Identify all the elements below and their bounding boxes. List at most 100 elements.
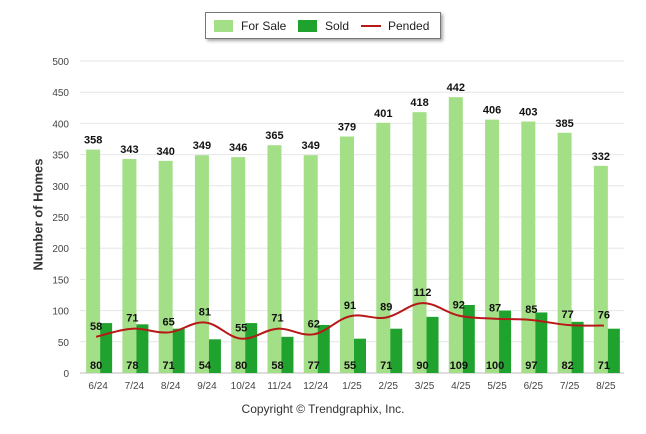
data-label-pended: 77 bbox=[561, 309, 573, 321]
legend-item-pended: Pended bbox=[361, 18, 437, 34]
copyright-footer: Copyright © Trendgraphix, Inc. bbox=[241, 402, 405, 416]
data-label-pended: 89 bbox=[380, 301, 392, 313]
data-label-sold: 100 bbox=[486, 360, 504, 372]
data-label-for-sale: 403 bbox=[519, 107, 537, 119]
bar-sold bbox=[208, 339, 221, 373]
bar-for-sale bbox=[194, 155, 209, 373]
data-label-for-sale: 385 bbox=[555, 118, 573, 130]
data-label-for-sale: 365 bbox=[265, 130, 283, 142]
y-tick-label: 400 bbox=[52, 119, 69, 130]
data-label-sold: 78 bbox=[126, 360, 138, 372]
x-tick-label: 12/24 bbox=[303, 381, 328, 392]
bar-for-sale bbox=[557, 132, 572, 373]
y-tick-label: 100 bbox=[52, 307, 69, 318]
data-label-pended: 71 bbox=[271, 313, 283, 325]
bar-sold bbox=[354, 338, 366, 373]
data-label-pended: 87 bbox=[489, 303, 501, 315]
x-tick-label: 1/25 bbox=[342, 381, 362, 392]
y-tick-label: 500 bbox=[52, 57, 69, 68]
data-label-sold: 71 bbox=[380, 360, 392, 372]
bar-sold bbox=[499, 310, 512, 373]
data-label-for-sale: 401 bbox=[374, 108, 392, 120]
legend-label-pended: Pended bbox=[388, 19, 430, 33]
x-tick-label: 10/24 bbox=[231, 381, 256, 392]
data-label-sold: 58 bbox=[271, 360, 283, 372]
data-label-for-sale: 332 bbox=[592, 151, 610, 163]
data-label-pended: 76 bbox=[598, 310, 610, 322]
bar-sold bbox=[390, 328, 403, 373]
data-label-for-sale: 442 bbox=[447, 82, 465, 94]
bar-for-sale bbox=[412, 112, 427, 373]
bar-sold bbox=[462, 304, 475, 373]
x-tick-label: 2/25 bbox=[379, 381, 399, 392]
y-axis-title-text: Number of Homes bbox=[30, 158, 46, 271]
bar-for-sale bbox=[340, 136, 354, 373]
data-label-for-sale: 343 bbox=[120, 144, 138, 156]
bar-sold bbox=[426, 316, 439, 373]
bar-for-sale bbox=[267, 145, 282, 373]
bar-for-sale bbox=[376, 122, 391, 373]
data-label-sold: 71 bbox=[598, 360, 610, 372]
bar-sold bbox=[571, 321, 584, 373]
y-tick-label: 300 bbox=[52, 182, 69, 193]
x-tick-label: 7/24 bbox=[125, 381, 145, 392]
bar-sold bbox=[136, 324, 149, 373]
y-tick-label: 350 bbox=[52, 151, 69, 162]
bar-sold bbox=[607, 328, 620, 373]
data-label-for-sale: 340 bbox=[156, 146, 174, 158]
bar-for-sale bbox=[122, 158, 137, 373]
data-label-for-sale: 346 bbox=[229, 142, 247, 154]
x-tick-label: 5/25 bbox=[487, 381, 507, 392]
data-label-sold: 109 bbox=[450, 360, 468, 372]
data-label-sold: 77 bbox=[308, 360, 320, 372]
bar-for-sale bbox=[158, 160, 173, 373]
x-tick-label: 6/24 bbox=[88, 381, 108, 392]
data-label-pended: 71 bbox=[126, 313, 138, 325]
bar-sold bbox=[535, 312, 548, 373]
bar-for-sale bbox=[485, 119, 500, 373]
x-tick-label: 8/25 bbox=[596, 381, 616, 392]
data-label-sold: 82 bbox=[561, 360, 573, 372]
data-label-sold: 97 bbox=[525, 360, 537, 372]
data-label-pended: 55 bbox=[235, 323, 247, 335]
bar-sold bbox=[281, 336, 294, 373]
x-tick-label: 6/25 bbox=[524, 381, 544, 392]
data-label-for-sale: 349 bbox=[302, 140, 320, 152]
y-tick-label: 150 bbox=[52, 275, 69, 286]
bar-for-sale bbox=[86, 149, 101, 373]
legend-swatch-sold bbox=[298, 20, 317, 32]
y-tick-label: 250 bbox=[52, 213, 69, 224]
bar-for-sale bbox=[593, 165, 608, 373]
data-label-pended: 92 bbox=[453, 300, 465, 312]
x-tick-label: 3/25 bbox=[415, 381, 435, 392]
data-label-for-sale: 406 bbox=[483, 105, 501, 117]
y-tick-label: 450 bbox=[52, 88, 69, 99]
data-label-sold: 80 bbox=[235, 360, 247, 372]
legend-label-for-sale: For Sale bbox=[241, 19, 287, 33]
legend-item-for-sale: For Sale bbox=[214, 18, 294, 34]
x-tick-label: 7/25 bbox=[560, 381, 580, 392]
bar-sold bbox=[172, 328, 185, 373]
x-tick-label: 11/24 bbox=[267, 381, 292, 392]
data-label-sold: 80 bbox=[90, 360, 102, 372]
x-tick-label: 4/25 bbox=[451, 381, 471, 392]
x-tick-label: 8/24 bbox=[161, 381, 181, 392]
data-label-sold: 90 bbox=[416, 360, 428, 372]
legend-swatch-pended bbox=[361, 25, 381, 27]
bar-for-sale bbox=[521, 121, 536, 373]
data-label-sold: 54 bbox=[199, 360, 212, 372]
bar-for-sale bbox=[448, 97, 463, 373]
bar-sold bbox=[317, 324, 330, 373]
bar-for-sale bbox=[303, 155, 318, 373]
data-label-for-sale: 349 bbox=[193, 140, 211, 152]
data-label-pended: 65 bbox=[163, 316, 175, 328]
legend-label-sold: Sold bbox=[325, 19, 350, 33]
data-label-sold: 71 bbox=[163, 360, 175, 372]
y-tick-label: 0 bbox=[63, 369, 69, 380]
data-label-for-sale: 418 bbox=[410, 97, 428, 109]
line-pended bbox=[95, 302, 604, 340]
legend-item-sold: Sold bbox=[298, 18, 360, 34]
data-label-sold: 55 bbox=[344, 360, 356, 372]
data-label-for-sale: 379 bbox=[338, 122, 356, 134]
